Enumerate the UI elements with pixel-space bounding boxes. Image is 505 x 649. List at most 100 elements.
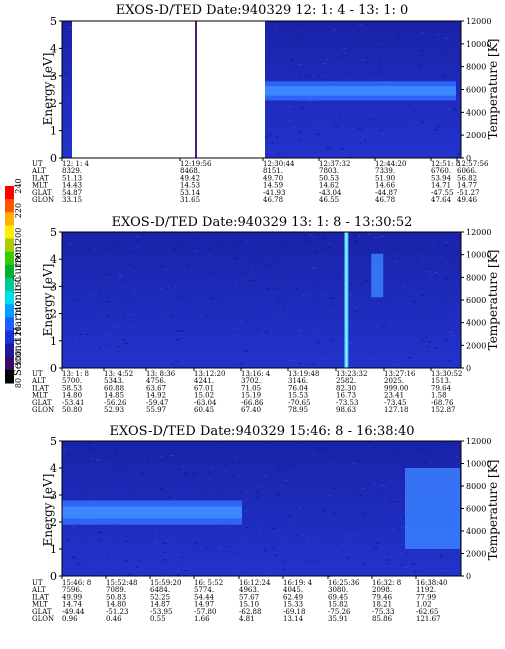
noise-texture	[68, 232, 462, 369]
noise-speck	[275, 37, 277, 39]
noise-speck	[336, 551, 338, 553]
noise-speck	[415, 349, 417, 350]
noise-speck	[131, 235, 133, 237]
noise-speck	[260, 525, 263, 527]
noise-speck	[429, 128, 432, 130]
noise-speck	[362, 271, 365, 273]
table-cell: 14.59	[263, 182, 283, 190]
table-cell: 1.58	[431, 392, 447, 400]
noise-speck	[446, 263, 448, 265]
noise-speck	[164, 551, 166, 553]
noise-speck	[124, 560, 129, 562]
noise-speck	[289, 474, 291, 476]
noise-speck	[265, 331, 269, 333]
noise-speck	[371, 79, 373, 80]
noise-speck	[131, 313, 135, 315]
noise-speck	[401, 544, 404, 546]
noise-speck	[432, 60, 435, 62]
noise-speck	[322, 238, 326, 240]
noise-speck	[442, 75, 445, 77]
table-cell: 3702.	[241, 377, 261, 385]
noise-speck	[283, 562, 285, 563]
y-tick-label-right: 0	[466, 364, 471, 373]
y-axis-left: 0 1 2 3 4 5	[50, 15, 62, 165]
noise-speck	[271, 262, 274, 264]
noise-speck	[219, 338, 222, 340]
table-cell: 14.87	[150, 601, 170, 609]
noise-speck	[72, 557, 76, 559]
noise-speck	[283, 306, 286, 308]
noise-speck	[391, 544, 395, 546]
panel-title: EXOS-D/TED Date:940329 13: 1: 8 - 13:30:…	[112, 215, 413, 230]
table-cell: 63.67	[146, 384, 166, 392]
y-axis-label-right: Temperature [K]	[486, 250, 500, 351]
noise-speck	[69, 244, 72, 246]
noise-speck	[162, 362, 167, 364]
noise-speck	[246, 527, 248, 528]
noise-speck	[92, 548, 95, 550]
table-cell: 53.14	[180, 189, 201, 197]
table-cell: -75.33	[372, 608, 394, 616]
noise-speck	[378, 47, 382, 49]
noise-speck	[131, 335, 133, 337]
y-axis-right: 0 2000 4000 6000 8000 10000 12000	[461, 437, 491, 581]
noise-speck	[72, 555, 74, 557]
table-cell: 79.46	[372, 593, 393, 601]
noise-speck	[173, 267, 176, 269]
noise-speck	[265, 513, 268, 515]
noise-speck	[423, 104, 425, 106]
noise-speck	[234, 265, 236, 267]
noise-speck	[98, 541, 102, 542]
table-cell: -73.53	[336, 399, 358, 407]
table-cell: 57.67	[239, 593, 259, 601]
noise-speck	[367, 457, 370, 459]
noise-speck	[237, 475, 240, 476]
y-tick-label-right: 0	[466, 154, 471, 163]
noise-speck	[123, 342, 128, 344]
noise-speck	[98, 292, 101, 294]
noise-speck	[65, 539, 69, 541]
panel-3: EXOS-D/TED Date:940329 15:46: 8 - 16:38:…	[31, 424, 500, 623]
noise-speck	[328, 246, 330, 248]
table-cell: 12:37:32	[319, 160, 350, 168]
noise-speck	[397, 331, 400, 333]
noise-speck	[94, 535, 99, 537]
noise-speck	[270, 543, 273, 544]
noise-speck	[431, 242, 435, 244]
noise-speck	[317, 574, 319, 576]
noise-speck	[315, 342, 320, 344]
table-cell: 2582.	[336, 377, 356, 385]
noise-speck	[263, 549, 267, 551]
noise-speck	[266, 573, 269, 575]
noise-speck	[435, 125, 440, 127]
noise-speck	[258, 529, 262, 531]
y-tick-label-right: 6000	[466, 86, 486, 95]
table-cell: 15:52:48	[106, 579, 137, 587]
noise-speck	[109, 305, 111, 307]
noise-speck	[184, 570, 188, 572]
table-cell: 13.14	[283, 615, 304, 623]
table-cell: 54.87	[62, 189, 82, 197]
noise-speck	[172, 248, 177, 250]
noise-speck	[349, 283, 352, 285]
noise-speck	[133, 270, 135, 272]
noise-speck	[255, 491, 259, 492]
noise-speck	[445, 245, 448, 247]
table-cell: 16:12:24	[239, 579, 271, 587]
table-cell: 82.30	[336, 384, 356, 392]
spectrogram	[61, 20, 462, 159]
noise-speck	[217, 349, 219, 351]
noise-speck	[289, 458, 292, 460]
y-tick-label-left: 5	[50, 435, 57, 448]
table-cell: 14.77	[457, 182, 477, 190]
table-row-label: ILAT	[32, 384, 49, 392]
noise-speck	[373, 483, 377, 485]
table-cell: 0.46	[106, 615, 122, 623]
noise-speck	[438, 50, 442, 52]
table-cell: 14.85	[104, 392, 124, 400]
colorbar-swatches	[5, 186, 14, 384]
noise-speck	[109, 557, 113, 559]
noise-speck	[377, 553, 382, 555]
noise-speck	[177, 571, 181, 572]
noise-speck	[374, 237, 378, 239]
